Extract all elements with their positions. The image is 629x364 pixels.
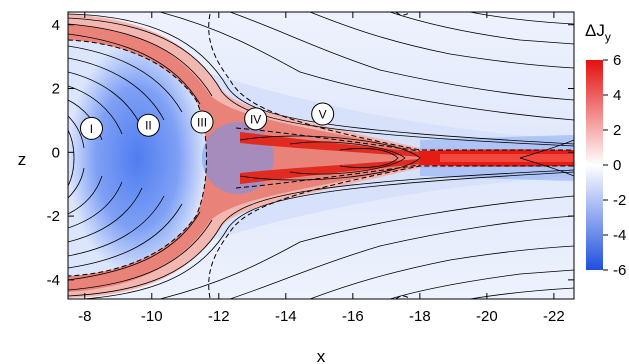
region-labels: I II III IV V <box>79 102 335 140</box>
region-label: I <box>90 122 93 136</box>
heatmap <box>68 12 574 299</box>
y-axis-title: z <box>18 150 27 169</box>
x-tick-label: -16 <box>342 308 364 325</box>
x-tick-label: -22 <box>543 308 565 325</box>
x-tick-label: -14 <box>275 308 297 325</box>
x-tick-label: -20 <box>476 308 498 325</box>
y-tick-label: -2 <box>47 208 60 225</box>
y-tick-label: 0 <box>52 144 60 161</box>
region-circle <box>79 116 103 140</box>
current-tail-blue-lower <box>420 165 574 181</box>
colorbar-tick-label: 6 <box>613 52 621 69</box>
colorbar-tick-label: 2 <box>613 122 621 139</box>
region-circle <box>190 110 214 134</box>
x-tick-label: -18 <box>409 308 431 325</box>
region-marker: I <box>79 116 103 140</box>
current-blue-inner <box>68 40 207 276</box>
region-marker: V <box>311 102 335 126</box>
field-lines <box>68 12 574 299</box>
region-circle <box>311 102 335 126</box>
current-sheet-tail-core <box>440 154 574 162</box>
x-tick-label: -8 <box>78 308 91 325</box>
plot-frame <box>67 11 575 300</box>
x-tick-label: -12 <box>208 308 230 325</box>
region-marker: IV <box>244 107 268 131</box>
current-sheet-upper <box>240 132 420 157</box>
region-circle <box>136 113 160 137</box>
x-tick-label: -10 <box>141 308 163 325</box>
y-tick-label: 2 <box>52 81 60 98</box>
colorbar-tick-label: -6 <box>613 262 626 279</box>
region-label: III <box>197 116 207 130</box>
colorbar-tick-label: 4 <box>613 87 621 104</box>
current-blue-cavity <box>202 122 274 194</box>
colorbar-title: ΔJy <box>585 21 611 44</box>
region-label: II <box>145 119 152 133</box>
colorbar-tick-label: 0 <box>613 157 621 174</box>
y-axis: 4 2 0 -2 -4 <box>47 17 574 289</box>
colorbar: ΔJy 6 4 2 0 -2 -4 -6 <box>585 21 626 279</box>
colorbar-gradient <box>586 60 603 270</box>
colorbar-ticks: 6 4 2 0 -2 -4 -6 <box>603 52 626 279</box>
x-axis-title: x <box>317 347 326 364</box>
x-axis: -8 -10 -12 -14 -16 -18 -20 -22 <box>78 12 565 325</box>
y-tick-label: 4 <box>52 17 60 34</box>
y-tick-label: -4 <box>47 272 60 289</box>
current-sheet-lower <box>240 159 420 184</box>
colorbar-tick-label: -4 <box>613 227 626 244</box>
current-red-mid <box>68 24 574 292</box>
region-label: IV <box>250 112 261 126</box>
region-circle <box>244 107 268 131</box>
region-marker: II <box>136 113 160 137</box>
current-tail-blue-upper <box>420 135 574 151</box>
region-marker: III <box>190 110 214 134</box>
region-label: V <box>319 108 327 122</box>
colorbar-tick-label: -2 <box>613 192 626 209</box>
